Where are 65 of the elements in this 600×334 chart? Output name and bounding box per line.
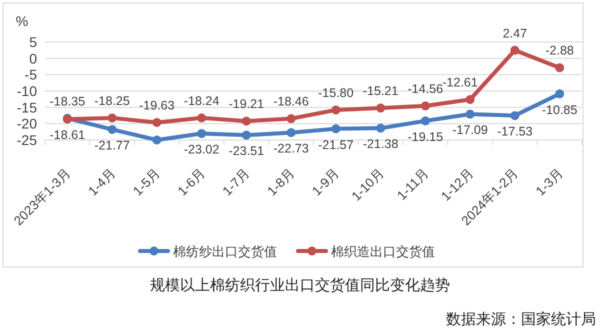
y-axis-title: % — [16, 13, 28, 29]
point — [420, 101, 430, 110]
point — [466, 110, 475, 119]
data-label: 2.47 — [502, 26, 528, 40]
x-tick-label: 1-5月 — [130, 166, 163, 199]
point — [331, 105, 340, 114]
x-tick-label: 1-11月 — [394, 166, 432, 204]
point — [286, 114, 296, 124]
point — [286, 128, 296, 138]
data-label: -23.51 — [228, 144, 264, 158]
data-label: -17.53 — [497, 124, 533, 139]
point — [242, 116, 251, 126]
source-note: 数据来源：国家统计局 — [446, 311, 596, 328]
x-tick-label: 1-6月 — [174, 166, 208, 199]
data-label: -12.61 — [442, 76, 478, 90]
data-label: -10.85 — [542, 102, 578, 117]
data-label: -17.09 — [452, 123, 488, 138]
legend-label: 棉织造出口交货值 — [331, 244, 435, 259]
data-label: -19.63 — [139, 98, 175, 112]
point — [197, 113, 206, 122]
point — [197, 129, 206, 138]
point — [376, 104, 386, 113]
data-label: -15.21 — [362, 84, 398, 98]
y-tick-label: -20 — [16, 116, 38, 132]
point — [420, 116, 430, 126]
y-tick-label: 5 — [29, 34, 38, 50]
data-label: -14.56 — [408, 82, 444, 96]
point — [242, 130, 251, 140]
data-label: -21.57 — [318, 138, 354, 152]
point — [510, 46, 520, 55]
data-label: -18.24 — [184, 94, 220, 108]
data-label: -22.73 — [273, 142, 309, 156]
y-tick-label: -5 — [24, 66, 38, 83]
y-tick-label: -15 — [16, 99, 38, 116]
x-tick-label: 1-4月 — [85, 166, 118, 199]
data-label: -18.25 — [94, 94, 130, 108]
point — [152, 136, 162, 144]
point — [466, 95, 475, 104]
point — [376, 124, 386, 133]
x-tick-label: 1-8月 — [264, 166, 298, 199]
point — [555, 89, 564, 98]
data-label: -2.88 — [545, 44, 574, 58]
x-tick-label: 1-9月 — [308, 166, 342, 199]
point — [108, 124, 117, 134]
data-label: -18.61 — [50, 128, 86, 142]
data-label: -19.15 — [408, 130, 444, 144]
y-tick-label: 0 — [29, 50, 38, 66]
point — [510, 111, 520, 120]
y-tick-label: -10 — [16, 83, 38, 99]
point — [152, 118, 162, 127]
x-tick-label: 1-3月 — [532, 166, 566, 199]
data-label: -19.21 — [228, 97, 264, 112]
data-label: -18.46 — [273, 94, 309, 109]
point — [555, 63, 564, 72]
point — [331, 124, 340, 134]
x-tick-label: 1-7月 — [219, 166, 252, 199]
data-label: -21.38 — [362, 137, 398, 152]
y-tick-label: -25 — [16, 132, 38, 148]
data-label: -21.77 — [94, 138, 130, 152]
text: 规模以上棉纺织行业出口交货值同比变化趋势 — [150, 277, 450, 294]
point — [108, 113, 117, 122]
data-label: -15.80 — [318, 86, 354, 100]
data-label: -23.02 — [184, 142, 220, 157]
legend-label: 棉纺纱出口交货值 — [173, 244, 277, 259]
data-label: -18.35 — [50, 94, 86, 108]
